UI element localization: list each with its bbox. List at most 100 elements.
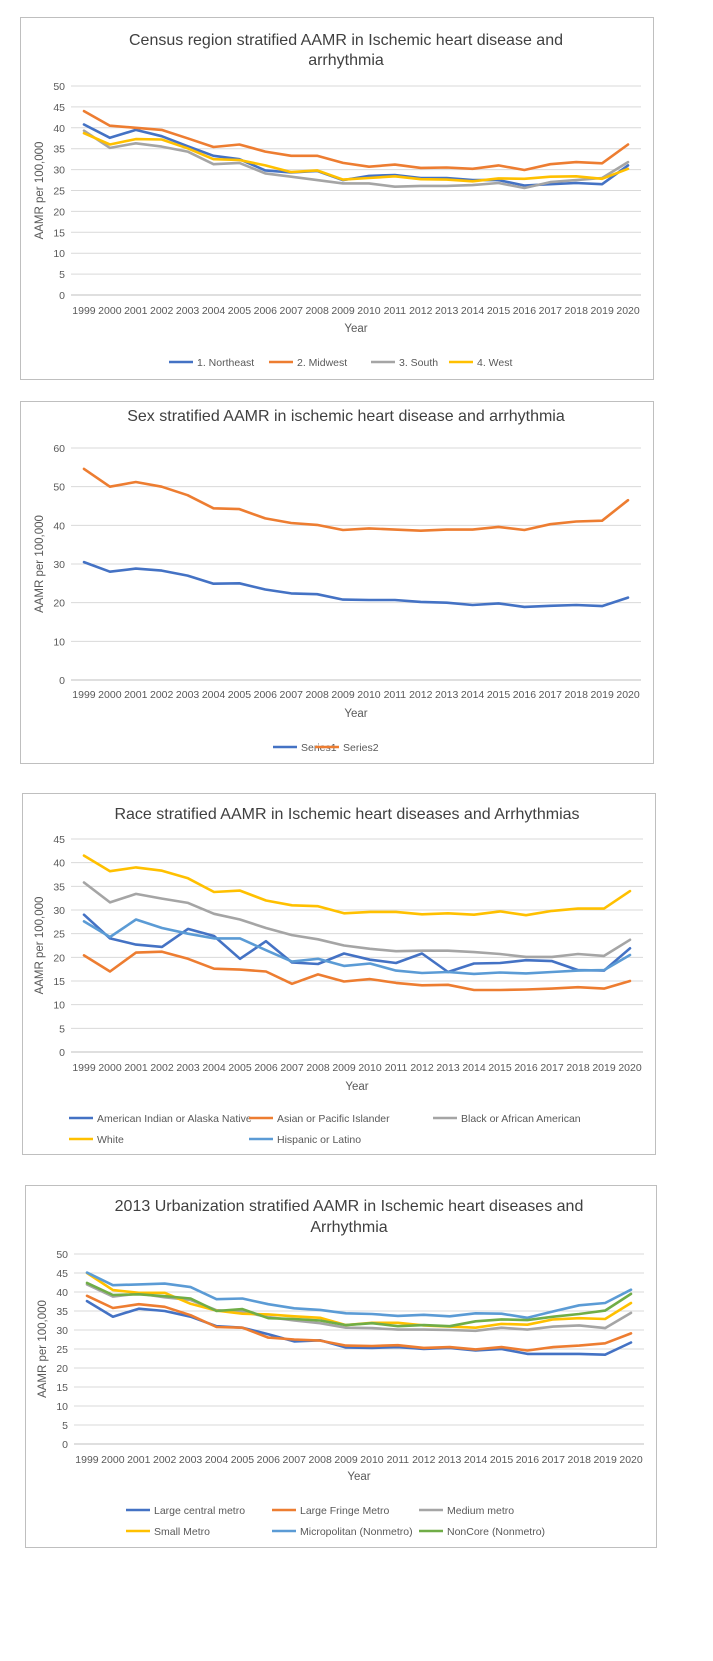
c4-legend-label-3: Medium metro [447,1505,514,1517]
c3-xtick-1999: 1999 [72,1062,96,1074]
c1-xtick-2017: 2017 [539,305,563,317]
c1-xtick-2000: 2000 [98,305,122,317]
c1-ytick-0: 0 [59,290,65,302]
c2-xtick-1999: 1999 [72,689,96,701]
c4-series-line-1 [85,1299,633,1356]
c4-legend-label-2: Large Fringe Metro [300,1505,389,1517]
c4-xtick-2012: 2012 [412,1454,436,1466]
c3-ytick-15: 15 [53,976,65,988]
c3-ytick-5: 5 [59,1023,65,1035]
c2-ytick-40: 40 [53,520,65,532]
c1-xtick-2012: 2012 [409,305,433,317]
c1-xtick-2009: 2009 [331,305,355,317]
c1-xtick-2001: 2001 [124,305,148,317]
c4-xtick-1999: 1999 [75,1454,99,1466]
c3-xtick-2009: 2009 [332,1062,356,1074]
c3-legend-label-3: Black or African American [461,1113,581,1125]
c1-series-line-4 [82,131,630,183]
c4-xtick-2018: 2018 [568,1454,592,1466]
c3-ytick-20: 20 [53,952,65,964]
c1-legend-label-1: 1. Northeast [197,357,254,369]
c1-ytick-35: 35 [53,144,65,156]
c1-xtick-2005: 2005 [228,305,252,317]
c3-ytick-40: 40 [53,858,65,870]
c1-series-line-2 [82,109,630,172]
c2-xtick-2002: 2002 [150,689,174,701]
c3-xtick-2010: 2010 [358,1062,382,1074]
chart-census-region-svg: Census region stratified AAMR in Ischemi… [34,32,641,369]
c1-ytick-40: 40 [53,123,65,135]
c4-xlabel: Year [347,1471,370,1483]
c3-xtick-2007: 2007 [280,1062,304,1074]
c4-xtick-2017: 2017 [542,1454,566,1466]
c1-series-line-3 [82,129,630,190]
c2-xtick-2008: 2008 [305,689,329,701]
c1-legend-label-2: 2. Midwest [297,357,347,369]
c3-xtick-2001: 2001 [124,1062,148,1074]
c4-series-line-2 [85,1294,633,1352]
c3-series-line-3 [82,881,632,959]
c4-legend-label-5: Micropolitan (Nonmetro) [300,1526,413,1538]
c3-legend-label-5: Hispanic or Latino [277,1134,361,1146]
chart-sex-svg: Sex stratified AAMR in ischemic heart di… [34,408,641,754]
c3-legend-label-2: Asian or Pacific Islander [277,1113,390,1125]
c3-ytick-0: 0 [59,1047,65,1059]
c3-title-line-1: Race stratified AAMR in Ischemic heart d… [114,806,579,823]
c4-ytick-20: 20 [56,1363,68,1375]
c2-xtick-2019: 2019 [590,689,614,701]
c4-xtick-2005: 2005 [231,1454,255,1466]
c4-legend-label-6: NonCore (Nonmetro) [447,1526,545,1538]
c4-xtick-2016: 2016 [516,1454,540,1466]
c1-xtick-2007: 2007 [280,305,304,317]
c1-xtick-2020: 2020 [616,305,640,317]
c3-series-line-4 [82,854,632,917]
c4-ytick-45: 45 [56,1268,68,1280]
c1-ytick-30: 30 [53,165,65,177]
c4-title-line-1: 2013 Urbanization stratified AAMR in Isc… [115,1198,584,1215]
c1-xtick-2015: 2015 [487,305,511,317]
c4-xtick-2013: 2013 [438,1454,462,1466]
c1-xtick-2016: 2016 [513,305,537,317]
c2-xtick-2009: 2009 [331,689,355,701]
c4-xtick-2003: 2003 [179,1454,203,1466]
c1-xtick-2011: 2011 [384,305,407,317]
c4-xtick-2007: 2007 [283,1454,307,1466]
c2-legend-label-2: Series2 [343,742,379,754]
c4-legend-label-4: Small Metro [154,1526,210,1538]
c1-legend-label-4: 4. West [477,357,512,369]
c3-ytick-30: 30 [53,905,65,917]
c2-xtick-2018: 2018 [565,689,589,701]
c3-xtick-2000: 2000 [98,1062,122,1074]
c4-xtick-2010: 2010 [360,1454,384,1466]
c2-xtick-2020: 2020 [616,689,640,701]
c4-ytick-35: 35 [56,1306,68,1318]
chart-race-svg: Race stratified AAMR in Ischemic heart d… [34,806,643,1146]
c1-xtick-2010: 2010 [357,305,381,317]
c2-xtick-2003: 2003 [176,689,200,701]
chart-census-region: Census region stratified AAMR in Ischemi… [20,17,654,380]
c3-ytick-10: 10 [53,1000,65,1012]
c2-series-line-2 [82,467,630,532]
c1-ytick-10: 10 [53,248,65,260]
c2-xtick-2007: 2007 [280,689,304,701]
c3-xtick-2003: 2003 [176,1062,200,1074]
c2-xtick-2016: 2016 [513,689,537,701]
c1-xtick-2004: 2004 [202,305,226,317]
c3-xtick-2011: 2011 [385,1062,408,1074]
c3-xtick-2006: 2006 [254,1062,278,1074]
c2-xtick-2017: 2017 [539,689,563,701]
c4-xtick-2014: 2014 [464,1454,488,1466]
c2-xtick-2013: 2013 [435,689,459,701]
c4-xtick-2004: 2004 [205,1454,229,1466]
c2-xtick-2011: 2011 [384,689,407,701]
c4-ylabel: AAMR per 100,000 [37,1300,49,1398]
c2-xtick-2010: 2010 [357,689,381,701]
c4-series-line-5 [85,1271,633,1320]
c3-series-line-1 [82,913,632,974]
c4-ytick-0: 0 [62,1439,68,1451]
c3-xtick-2005: 2005 [228,1062,252,1074]
c3-xtick-2019: 2019 [592,1062,616,1074]
c1-ytick-50: 50 [53,81,65,93]
c2-xtick-2012: 2012 [409,689,433,701]
c1-legend-label-3: 3. South [399,357,438,369]
